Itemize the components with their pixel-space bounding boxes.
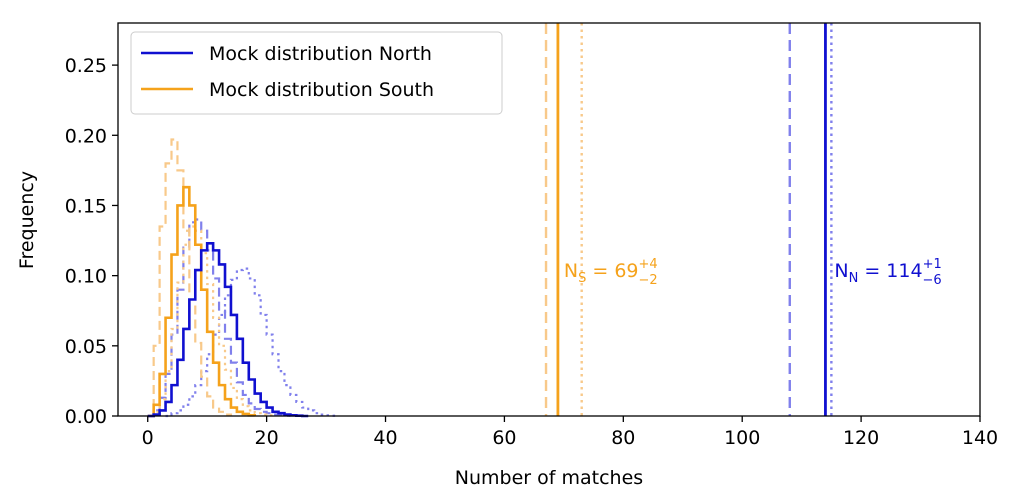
annotation-north-eq: = 114	[858, 260, 922, 282]
y-tick-label: 0.00	[65, 406, 107, 428]
y-tick-label: 0.25	[65, 55, 107, 77]
annotation-south-sub-err: −2	[639, 273, 658, 288]
y-tick-label: 0.20	[65, 125, 107, 147]
series-south-dashed	[147, 138, 233, 418]
x-tick-label: 60	[492, 427, 516, 449]
x-tick-label: 140	[962, 427, 998, 449]
x-tick-label: 0	[142, 427, 154, 449]
series-north-dotted	[165, 267, 340, 418]
legend-south-label: Mock distribution South	[209, 79, 434, 101]
plot-frame	[117, 22, 981, 417]
series-south-solid	[147, 185, 257, 418]
annotation-north: NN = 114+1 −6	[834, 257, 941, 288]
annotation-north-sub: N	[849, 271, 859, 286]
annotation-north-sub-err: −6	[923, 273, 942, 288]
annotation-south-eq: = 69	[586, 260, 638, 282]
series-south-dotted	[147, 225, 274, 418]
annotation-south-sup-err: +4	[639, 257, 658, 272]
ticks-layer: 0 20 40 60 80 100 120 140 0.00 0.05 0.10 0.15 0.20 0.…	[65, 55, 998, 449]
annotation-south-sub: S	[578, 271, 586, 286]
series-layer	[147, 138, 340, 418]
series-north-solid	[147, 242, 309, 418]
legend-north-label: Mock distribution North	[209, 43, 432, 65]
annotation-south: NS = 69+4 −2	[564, 257, 658, 288]
x-tick-label: 40	[373, 427, 397, 449]
y-tick-label: 0.05	[65, 336, 107, 358]
y-tick-label: 0.15	[65, 195, 107, 217]
y-tick-label: 0.10	[65, 266, 107, 288]
legend: Mock distribution North Mock distributio…	[130, 31, 503, 115]
annotation-south-base: N	[564, 260, 578, 282]
legend-box	[130, 31, 503, 115]
annotation-north-sup-err: +1	[923, 257, 942, 272]
x-tick-label: 100	[724, 427, 760, 449]
x-axis-label: Number of matches	[455, 467, 643, 489]
x-tick-label: 20	[255, 427, 279, 449]
annotation-north-base: N	[834, 260, 848, 282]
x-tick-label: 120	[843, 427, 879, 449]
vline-layer	[544, 23, 833, 416]
annotation-layer: NS = 69+4 −2 NN = 114+1 −6	[564, 257, 942, 288]
x-tick-label: 80	[611, 427, 635, 449]
y-axis-label: Frequency	[16, 171, 38, 269]
